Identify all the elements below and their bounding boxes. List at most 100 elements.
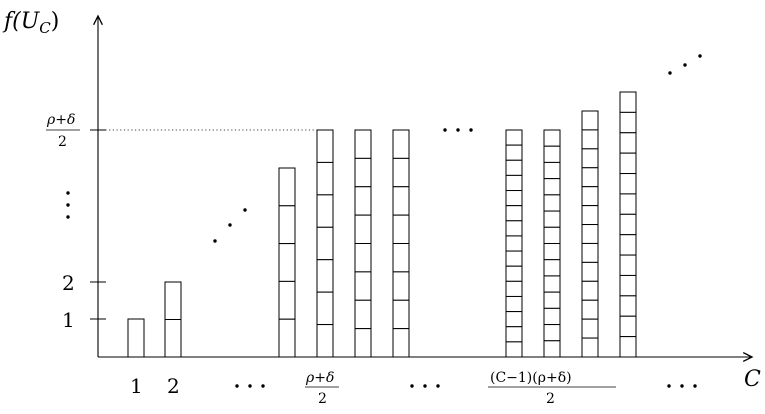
bar-cell	[619, 336, 637, 358]
bar-cell	[354, 271, 372, 301]
bar-cell	[354, 299, 372, 330]
bar-cell	[505, 205, 523, 222]
x-frac-right-den: 2	[546, 391, 555, 407]
bar-cell	[354, 243, 372, 273]
bar-cell	[581, 318, 599, 339]
bar-cell	[354, 186, 372, 216]
bar-cell	[619, 213, 637, 236]
bar-cell	[543, 210, 561, 228]
bar-mid-3	[392, 129, 410, 358]
bar-cell	[127, 318, 145, 358]
bar-cell	[278, 205, 296, 245]
bar-cell	[316, 129, 334, 163]
bar-mid-2	[354, 129, 372, 358]
bar-mid	[316, 129, 334, 358]
bar-right-2	[543, 129, 561, 358]
bar-cell	[581, 280, 599, 301]
x-frac-mid-den: 2	[318, 391, 327, 407]
bar-cell	[581, 337, 599, 358]
x-frac-right-num: (C−1)(ρ+δ)	[490, 370, 572, 386]
bar-cell	[354, 129, 372, 159]
bar-cell	[619, 315, 637, 338]
bar-cell	[543, 129, 561, 147]
bar-cell	[164, 281, 182, 320]
bar-cell	[392, 299, 410, 330]
bar-cell	[505, 220, 523, 237]
bar-cell	[316, 291, 334, 326]
y-frac-label: ρ+δ 2	[46, 112, 80, 150]
x-label-2: 2	[167, 374, 180, 398]
bar-c2	[164, 281, 182, 358]
x-frac-mid: ρ+δ 2	[305, 370, 339, 407]
y-axis-label-sub: C	[39, 19, 51, 37]
bar-cell	[392, 214, 410, 245]
y-axis-label: f(UC)	[2, 9, 59, 37]
x-dots-3	[667, 384, 697, 388]
bar-cell	[543, 259, 561, 277]
bar-cell	[581, 167, 599, 188]
bar-cell	[543, 178, 561, 196]
ddots-right	[668, 54, 702, 75]
bar-cell	[278, 318, 296, 358]
bar-cell	[316, 324, 334, 358]
y-tick-2: 2	[62, 271, 106, 295]
bar-right-4	[619, 91, 637, 358]
bar-cell	[581, 129, 599, 150]
bar-cell	[505, 159, 523, 176]
bar-right-1	[505, 129, 523, 358]
bar-cell	[619, 111, 637, 134]
x-frac-right: (C−1)(ρ+δ) 2	[488, 370, 616, 407]
bar-cell	[543, 275, 561, 293]
bar-cell	[392, 129, 410, 159]
bar-cell	[505, 250, 523, 267]
bar-cell	[581, 224, 599, 244]
bar-cell	[505, 280, 523, 297]
y-tick-1-label: 1	[62, 308, 75, 332]
y-frac-den: 2	[58, 134, 67, 150]
bar-cell	[278, 280, 296, 320]
bar-cell	[581, 205, 599, 226]
bar-cell	[505, 341, 523, 358]
hdots-top	[443, 128, 473, 132]
bar-cell	[392, 186, 410, 216]
bar-right-3	[581, 110, 599, 358]
bar-cell	[543, 307, 561, 326]
bar-cell	[619, 91, 637, 113]
y-axis-label-base: f(U	[2, 9, 41, 34]
bar-cell	[505, 235, 523, 252]
bar-c1	[127, 318, 145, 358]
bar-cell	[619, 132, 637, 154]
x-frac-mid-num: ρ+δ	[305, 370, 334, 386]
bar-cell	[354, 157, 372, 188]
bar-cell	[164, 319, 182, 358]
bar-cell	[581, 261, 599, 282]
bar-cell	[543, 243, 561, 261]
x-label-1: 1	[130, 374, 143, 398]
bar-cell	[505, 174, 523, 192]
bar-cell	[392, 157, 410, 188]
bar-cell	[543, 145, 561, 163]
bar-cell	[316, 161, 334, 196]
bar-cell	[619, 173, 637, 195]
y-frac-num: ρ+δ	[46, 112, 75, 128]
x-dots-2	[410, 384, 440, 388]
bar-cell	[543, 340, 561, 358]
y-tick-1: 1	[62, 308, 106, 332]
bar-cell	[505, 144, 523, 161]
bar-cell	[505, 129, 523, 146]
x-axis-label: C	[744, 367, 761, 392]
bar-cell	[581, 186, 599, 207]
y-axis-vdots	[66, 191, 70, 219]
bar-cell	[392, 271, 410, 301]
bar-cell	[354, 328, 372, 358]
bar-cell	[581, 110, 599, 131]
bar-cell	[505, 190, 523, 207]
bar-cell	[392, 328, 410, 358]
bar-cell	[619, 254, 637, 276]
bar-cell	[543, 324, 561, 342]
bar-cell	[316, 259, 334, 293]
bar-cell	[619, 193, 637, 215]
bar-cell	[505, 295, 523, 313]
bar-cell	[619, 274, 637, 297]
